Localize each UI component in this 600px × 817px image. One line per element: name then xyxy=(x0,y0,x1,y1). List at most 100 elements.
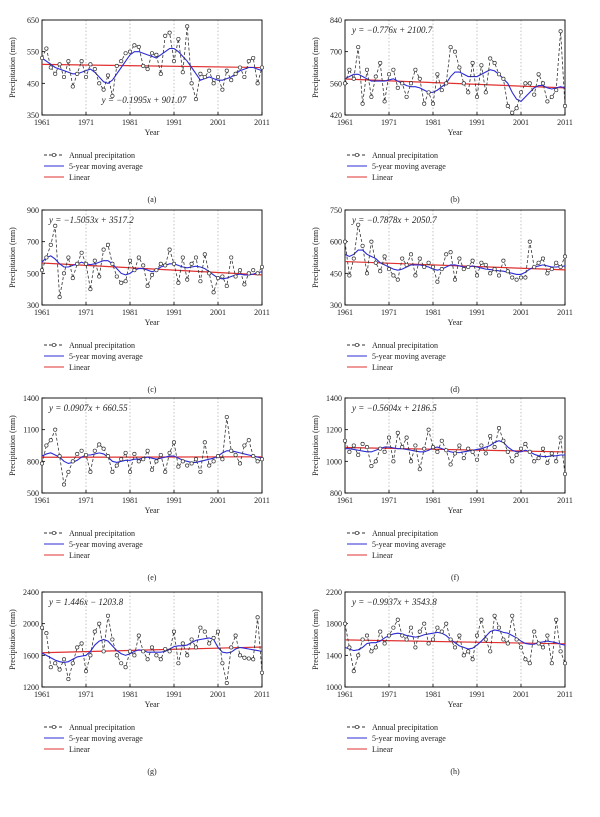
y-tick-label: 1800 xyxy=(326,620,342,629)
annual-point xyxy=(501,637,506,642)
legend-label-annual: Annual precipitation xyxy=(69,151,135,160)
annual-point xyxy=(70,84,75,89)
annual-point xyxy=(466,446,471,451)
annual-point xyxy=(211,459,216,464)
annual-point xyxy=(251,268,256,273)
annual-point xyxy=(360,243,365,248)
annual-point xyxy=(48,242,53,247)
annual-point xyxy=(395,430,400,435)
annual-point xyxy=(88,653,93,658)
x-tick-label: 1961 xyxy=(337,690,353,699)
annual-point xyxy=(224,680,229,686)
annual-point xyxy=(422,621,427,626)
annual-point xyxy=(483,262,488,267)
annual-point xyxy=(163,263,168,268)
annual-point xyxy=(198,279,203,284)
annual-point xyxy=(202,629,207,634)
annual-point xyxy=(105,73,111,78)
y-tick-label: 1400 xyxy=(326,394,342,403)
annual-point xyxy=(110,261,115,266)
annual-point xyxy=(66,469,71,474)
legend-label-linear: Linear xyxy=(69,745,90,754)
annual-point xyxy=(514,452,519,458)
annual-point xyxy=(136,459,141,464)
annual-point xyxy=(132,451,137,456)
annual-point xyxy=(549,661,554,666)
annual-point xyxy=(558,435,563,440)
annual-point xyxy=(448,637,453,642)
annual-point xyxy=(369,464,374,469)
annual-point xyxy=(233,274,238,279)
annual-point xyxy=(408,81,414,86)
annual-point xyxy=(413,273,418,278)
x-tick-label: 2011 xyxy=(557,496,573,505)
x-tick-label: 1971 xyxy=(381,308,397,317)
annual-point xyxy=(382,99,387,104)
annual-point xyxy=(444,252,449,257)
annual-point xyxy=(70,459,75,464)
annual-point xyxy=(132,43,137,48)
x-tick-label: 2011 xyxy=(557,690,573,699)
y-tick-label: 500 xyxy=(27,269,39,278)
annual-point xyxy=(496,426,502,431)
annual-point xyxy=(452,49,458,54)
annual-point xyxy=(351,76,356,81)
annual-point xyxy=(518,275,524,280)
legend-label-moving: 5-year moving average xyxy=(69,352,143,361)
annual-point xyxy=(215,629,221,634)
x-tick-label: 1991 xyxy=(469,308,485,317)
annual-point xyxy=(136,633,141,638)
regression-equation: y = −0.9937x + 3543.8 xyxy=(351,597,437,607)
annual-point xyxy=(83,452,89,458)
legend-marker-annual xyxy=(51,530,57,536)
panel-label: (c) xyxy=(148,385,157,394)
annual-point xyxy=(180,459,185,464)
y-tick-label: 700 xyxy=(27,238,39,247)
annual-point xyxy=(501,76,506,81)
annual-point xyxy=(518,90,524,95)
annual-point xyxy=(342,81,348,86)
annual-point xyxy=(211,81,216,86)
annual-point xyxy=(496,625,502,630)
annual-point xyxy=(163,646,168,652)
x-tick-label: 1991 xyxy=(166,308,182,317)
y-tick-label: 800 xyxy=(27,457,39,466)
legend-label-annual: Annual precipitation xyxy=(69,341,135,350)
annual-point xyxy=(488,433,493,439)
annual-point xyxy=(48,65,53,70)
annual-point xyxy=(141,649,146,654)
annual-point xyxy=(75,261,80,266)
annual-point xyxy=(356,222,361,227)
y-tick-label: 500 xyxy=(27,489,39,498)
annual-point xyxy=(378,269,383,274)
annual-point xyxy=(101,649,106,654)
annual-point xyxy=(70,661,75,666)
annual-point xyxy=(53,427,58,432)
plot-frame xyxy=(41,209,263,306)
annual-point xyxy=(66,255,71,260)
annual-point xyxy=(554,260,559,265)
annual-point xyxy=(83,669,89,674)
x-tick-label: 1971 xyxy=(78,690,94,699)
linear-trend-line xyxy=(344,78,566,89)
x-tick-label: 1981 xyxy=(122,118,138,127)
annual-point xyxy=(154,459,159,464)
annual-point xyxy=(105,613,111,618)
annual-point xyxy=(180,70,185,75)
moving-average-line xyxy=(344,629,566,652)
annual-point xyxy=(246,438,251,443)
regression-equation: y = −0.5604x + 2186.5 xyxy=(351,403,437,413)
annual-point xyxy=(369,239,374,244)
x-tick-label: 1971 xyxy=(78,308,94,317)
annual-point xyxy=(373,260,378,265)
annual-point xyxy=(158,452,163,458)
panel-label: (h) xyxy=(450,767,460,776)
annual-point xyxy=(114,653,119,658)
legend-label-moving: 5-year moving average xyxy=(372,540,446,549)
chart-d: 300 450 600 750 1961 1971 1981 1991 2001 2011 Year… xyxy=(311,206,573,394)
annual-point xyxy=(224,283,229,289)
y-axis-label: Precipitation (mm) xyxy=(311,415,320,476)
annual-point xyxy=(132,268,137,273)
annual-point xyxy=(426,90,431,95)
annual-point xyxy=(408,252,414,257)
